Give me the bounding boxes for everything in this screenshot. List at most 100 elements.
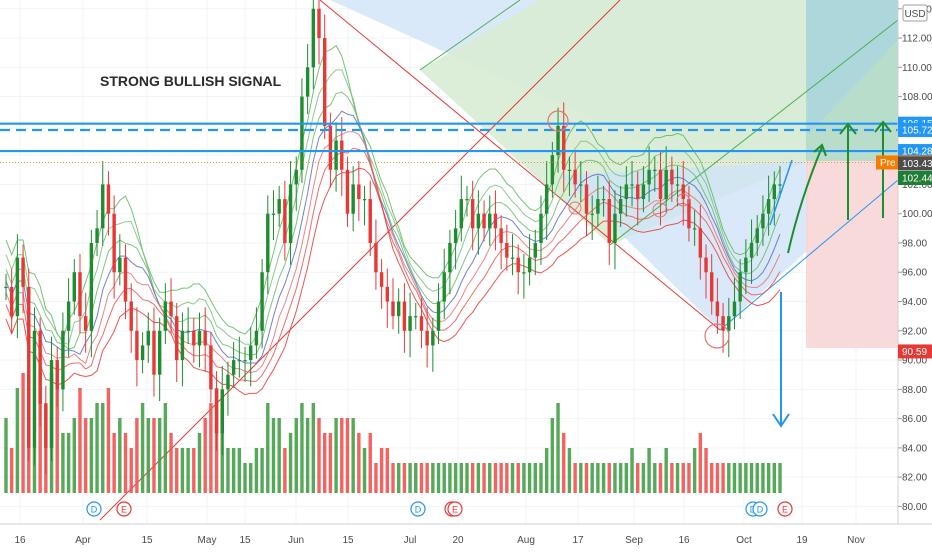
volume-bar: [459, 463, 464, 493]
volume-bar: [334, 418, 338, 493]
candle: [135, 330, 139, 361]
volume-bar: [112, 433, 116, 493]
candle: [396, 301, 401, 317]
volume-bar: [374, 463, 378, 493]
candle: [539, 213, 543, 243]
dividend-marker: [752, 501, 768, 517]
volume-bar: [123, 433, 128, 493]
x-tick-label: 15: [239, 535, 251, 546]
envelope-line: [5, 44, 781, 342]
volume-bar: [562, 433, 566, 493]
candle: [715, 301, 720, 317]
volume-bar: [61, 433, 65, 493]
stop-zone: [806, 161, 898, 348]
volume-bar: [727, 463, 731, 493]
candle: [636, 184, 640, 200]
candle: [146, 330, 150, 346]
candle: [408, 316, 412, 331]
candle: [334, 140, 338, 170]
candle: [249, 345, 253, 361]
candle: [590, 213, 594, 215]
volume-bar: [294, 418, 298, 493]
y-tick-label: 110.00: [902, 63, 932, 74]
candle: [385, 286, 390, 302]
x-tick-label: Apr: [75, 535, 91, 546]
candle: [305, 67, 310, 97]
green-arrow-head: [874, 120, 892, 133]
candle: [21, 257, 25, 287]
volume-bar: [345, 418, 350, 493]
x-tick-label: 17: [572, 535, 584, 546]
candle: [391, 301, 395, 317]
candle: [152, 330, 156, 375]
candle: [727, 316, 731, 331]
volume-bar: [146, 418, 150, 493]
candle: [118, 257, 122, 273]
currency-label: USD: [904, 9, 925, 20]
candle: [237, 360, 242, 362]
candle: [214, 389, 219, 434]
candle: [271, 213, 276, 215]
volume-bar: [152, 418, 156, 493]
envelope-line: [5, 131, 781, 374]
envelope-line: [5, 147, 781, 382]
candle: [112, 213, 116, 273]
candle: [379, 272, 384, 287]
candle: [544, 184, 549, 214]
candle: [129, 301, 133, 331]
candle: [687, 199, 691, 229]
volume-bar: [772, 463, 777, 493]
green-arrow-head: [839, 122, 857, 135]
volume-bar: [254, 448, 259, 493]
candle: [499, 228, 503, 243]
candle: [584, 184, 589, 214]
marker-letter: E: [121, 505, 127, 515]
candle: [761, 213, 765, 229]
volume-bar: [738, 463, 742, 493]
volume-bar: [277, 418, 281, 493]
candle: [106, 184, 111, 214]
volume-bar: [664, 448, 668, 493]
candle: [357, 184, 361, 200]
level-tag-label: 105.72: [902, 125, 932, 136]
marker-letter: E: [782, 505, 788, 515]
currency-badge[interactable]: USD: [902, 4, 928, 22]
candle: [15, 257, 20, 317]
volume-bars: [4, 373, 782, 493]
volume-bar: [231, 448, 236, 493]
candle: [209, 345, 213, 390]
volume-bar: [271, 418, 276, 493]
y-tick-label: 86.00: [902, 414, 927, 425]
x-tick-label: 20: [452, 535, 464, 546]
volume-bar: [476, 463, 481, 493]
volume-bar: [192, 448, 196, 493]
volume-bar: [72, 418, 77, 493]
volume-bar: [624, 463, 629, 493]
candle: [749, 242, 754, 258]
volume-bar: [66, 433, 71, 493]
candle: [573, 169, 577, 185]
candle: [778, 184, 782, 186]
volume-bar: [391, 463, 395, 493]
x-tick-label: 15: [141, 535, 153, 546]
dividend-marker: [410, 501, 426, 517]
envelope-line: [5, 167, 781, 396]
candle: [465, 199, 469, 201]
volume-bar: [647, 448, 651, 493]
candle: [311, 8, 316, 68]
candle: [550, 155, 555, 185]
candle: [32, 330, 37, 448]
volume-bar: [226, 448, 230, 493]
candle: [596, 199, 600, 214]
volume-bar: [709, 463, 714, 493]
candle: [641, 184, 646, 200]
candle: [681, 184, 685, 200]
volume-bar: [317, 418, 321, 493]
volume-bar: [510, 463, 515, 493]
volume-bar: [687, 463, 691, 493]
candle: [522, 272, 526, 274]
candle: [203, 330, 207, 346]
price-tag: [898, 344, 932, 359]
